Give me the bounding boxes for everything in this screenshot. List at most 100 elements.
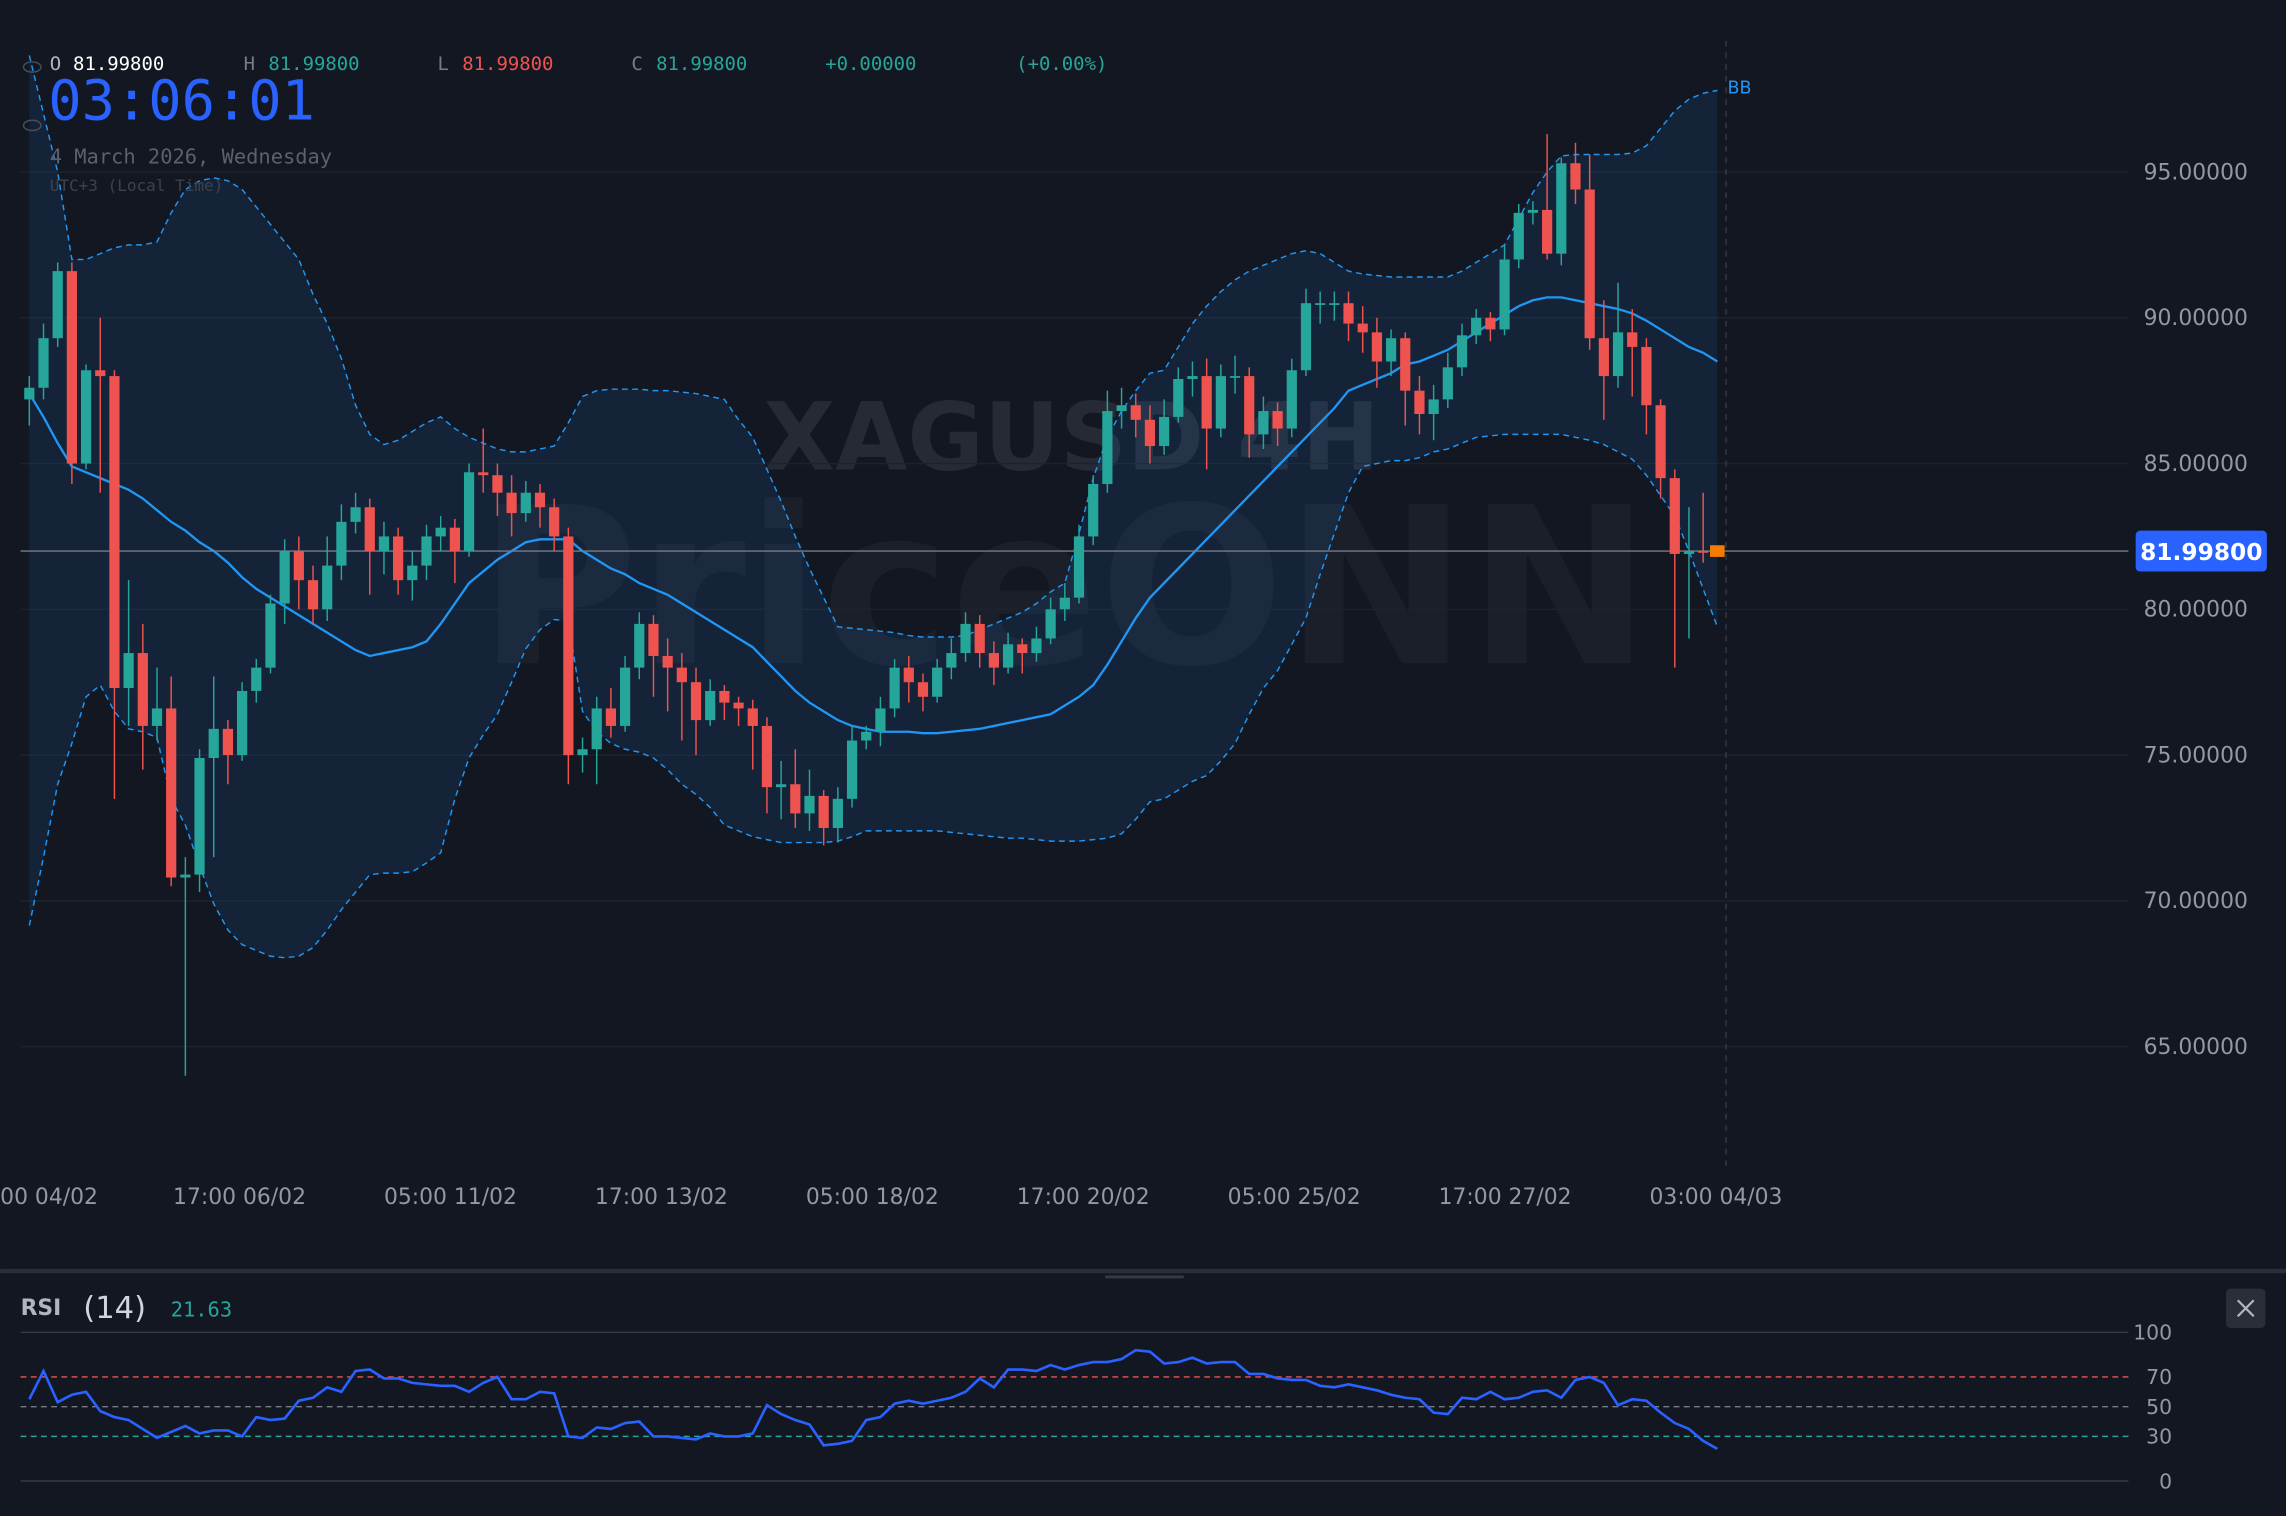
ohlc-label: C <box>631 53 642 75</box>
candle-body <box>549 507 560 537</box>
rsi-tick-label: 50 <box>2146 1395 2172 1419</box>
candle-body <box>449 527 460 552</box>
candle-body <box>605 708 617 726</box>
rsi-tick-label: 70 <box>2146 1365 2172 1389</box>
candle-body <box>1244 376 1255 435</box>
candle-body <box>1598 338 1609 377</box>
candle-body <box>265 603 276 668</box>
band-fill <box>29 55 1718 958</box>
ohlc-label: H <box>244 53 255 75</box>
candle-body <box>1002 644 1014 668</box>
eye-icon[interactable] <box>22 119 42 132</box>
candle-body <box>378 536 390 552</box>
candle-body <box>818 795 829 828</box>
candle-body <box>1187 376 1198 379</box>
candle-body <box>1513 212 1524 260</box>
candle-body <box>1329 303 1340 305</box>
candle-body <box>577 749 588 756</box>
candle-body <box>151 708 163 726</box>
candle-body <box>563 536 574 756</box>
candle-body <box>634 623 645 668</box>
candle-body <box>1272 411 1283 429</box>
candle-body <box>1499 259 1510 330</box>
candle-body <box>1527 209 1539 213</box>
candle-body <box>662 655 673 668</box>
last-bar-marker <box>1710 545 1725 557</box>
candle-body <box>776 784 787 788</box>
candle-body <box>435 527 446 537</box>
candle-body <box>350 507 361 522</box>
candle-body <box>591 708 602 750</box>
candle-body <box>705 690 716 721</box>
candle-body <box>293 551 304 581</box>
candle-body <box>1130 405 1141 420</box>
candle-body <box>1669 478 1680 554</box>
band-lower <box>28 433 1719 959</box>
candle-body <box>1315 303 1326 305</box>
candle-body <box>676 667 687 683</box>
price-tick-label: 85.00000 <box>2144 452 2248 477</box>
candle-body <box>109 376 120 689</box>
rsi-last-value: 21.63 <box>171 1297 232 1321</box>
candle-body <box>832 798 843 828</box>
candle-body <box>1371 332 1382 362</box>
candle-body <box>719 690 730 703</box>
candle-body <box>534 492 546 508</box>
candle-body <box>1343 303 1354 324</box>
time-tick-label: 05:00 11/02 <box>384 1185 517 1210</box>
candle-body <box>1215 376 1226 429</box>
candle-body <box>1031 638 1042 654</box>
time-tick-label: 00 04/02 <box>0 1185 98 1210</box>
candle-body <box>95 370 106 377</box>
candle-body <box>1385 338 1397 362</box>
rsi-tick-label: 100 <box>2133 1321 2172 1345</box>
candle-body <box>137 653 148 726</box>
candle-body <box>1229 376 1241 378</box>
candle-body <box>1471 317 1482 336</box>
candle-body <box>336 521 347 566</box>
indicator-label: BB <box>1728 78 1752 98</box>
candle-body <box>421 536 432 566</box>
candle-body <box>194 758 205 875</box>
candle-body <box>960 623 971 654</box>
candle-body <box>407 565 418 581</box>
price-tick-label: 80.00000 <box>2144 598 2248 623</box>
time-tick-label: 17:00 06/02 <box>173 1185 306 1210</box>
band-middle <box>28 296 1718 735</box>
candle-body <box>1584 189 1595 339</box>
candle-body <box>393 536 404 581</box>
candle-body <box>520 492 531 514</box>
candle-body <box>1102 411 1113 484</box>
price-tick-label: 65.00000 <box>2144 1035 2248 1060</box>
candle-body <box>946 653 957 668</box>
ohlc-label: L <box>437 53 448 75</box>
time-tick-label: 05:00 18/02 <box>806 1185 939 1210</box>
candle-body <box>846 740 858 799</box>
candle-body <box>1570 163 1581 190</box>
candle-body <box>861 731 872 741</box>
candle-body <box>903 667 914 683</box>
candle-body <box>123 653 134 689</box>
rsi-tick-label: 30 <box>2146 1425 2172 1449</box>
time-tick-label: 17:00 20/02 <box>1017 1185 1150 1210</box>
time-axis: 00 04/02 17:00 06/02 05:00 11/02 17:00 13/0… <box>0 1185 1782 1210</box>
candle-body <box>690 682 702 721</box>
change-percent: (+0.00%) <box>1016 53 1107 75</box>
candle-body <box>747 708 758 726</box>
change-value: +0.00000 <box>825 53 916 75</box>
rsi-name: RSI <box>21 1296 62 1321</box>
candle-body <box>790 784 801 814</box>
candle-body <box>52 271 63 339</box>
candle-body <box>208 728 219 758</box>
eye-icon[interactable] <box>22 61 42 73</box>
candle-body <box>66 271 77 464</box>
close-icon[interactable] <box>2236 1299 2255 1318</box>
candle-body <box>1542 209 1553 254</box>
candle-body <box>506 492 517 514</box>
rsi-tick-label: 0 <box>2159 1469 2172 1493</box>
candle-body <box>307 580 319 610</box>
candle-body <box>1641 346 1652 406</box>
candle-body <box>1173 379 1184 417</box>
candle-body <box>1683 551 1695 554</box>
